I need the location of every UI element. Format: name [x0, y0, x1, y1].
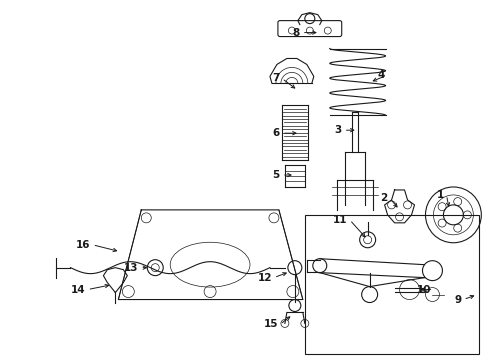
- Bar: [305, 215, 479, 354]
- Text: 13: 13: [124, 263, 138, 273]
- Text: 7: 7: [272, 73, 280, 84]
- Text: 5: 5: [272, 170, 280, 180]
- Text: 15: 15: [264, 319, 278, 329]
- Text: 8: 8: [293, 28, 300, 37]
- Text: 4: 4: [377, 71, 385, 80]
- Text: 1: 1: [437, 190, 444, 200]
- Text: 11: 11: [333, 215, 348, 225]
- Polygon shape: [103, 268, 127, 293]
- Text: 6: 6: [272, 128, 280, 138]
- Text: 2: 2: [380, 193, 388, 203]
- Text: 16: 16: [76, 240, 91, 250]
- Text: 3: 3: [335, 125, 342, 135]
- Text: 14: 14: [71, 284, 85, 294]
- Text: 12: 12: [257, 273, 272, 283]
- Text: 10: 10: [417, 284, 432, 294]
- Text: 9: 9: [454, 294, 462, 305]
